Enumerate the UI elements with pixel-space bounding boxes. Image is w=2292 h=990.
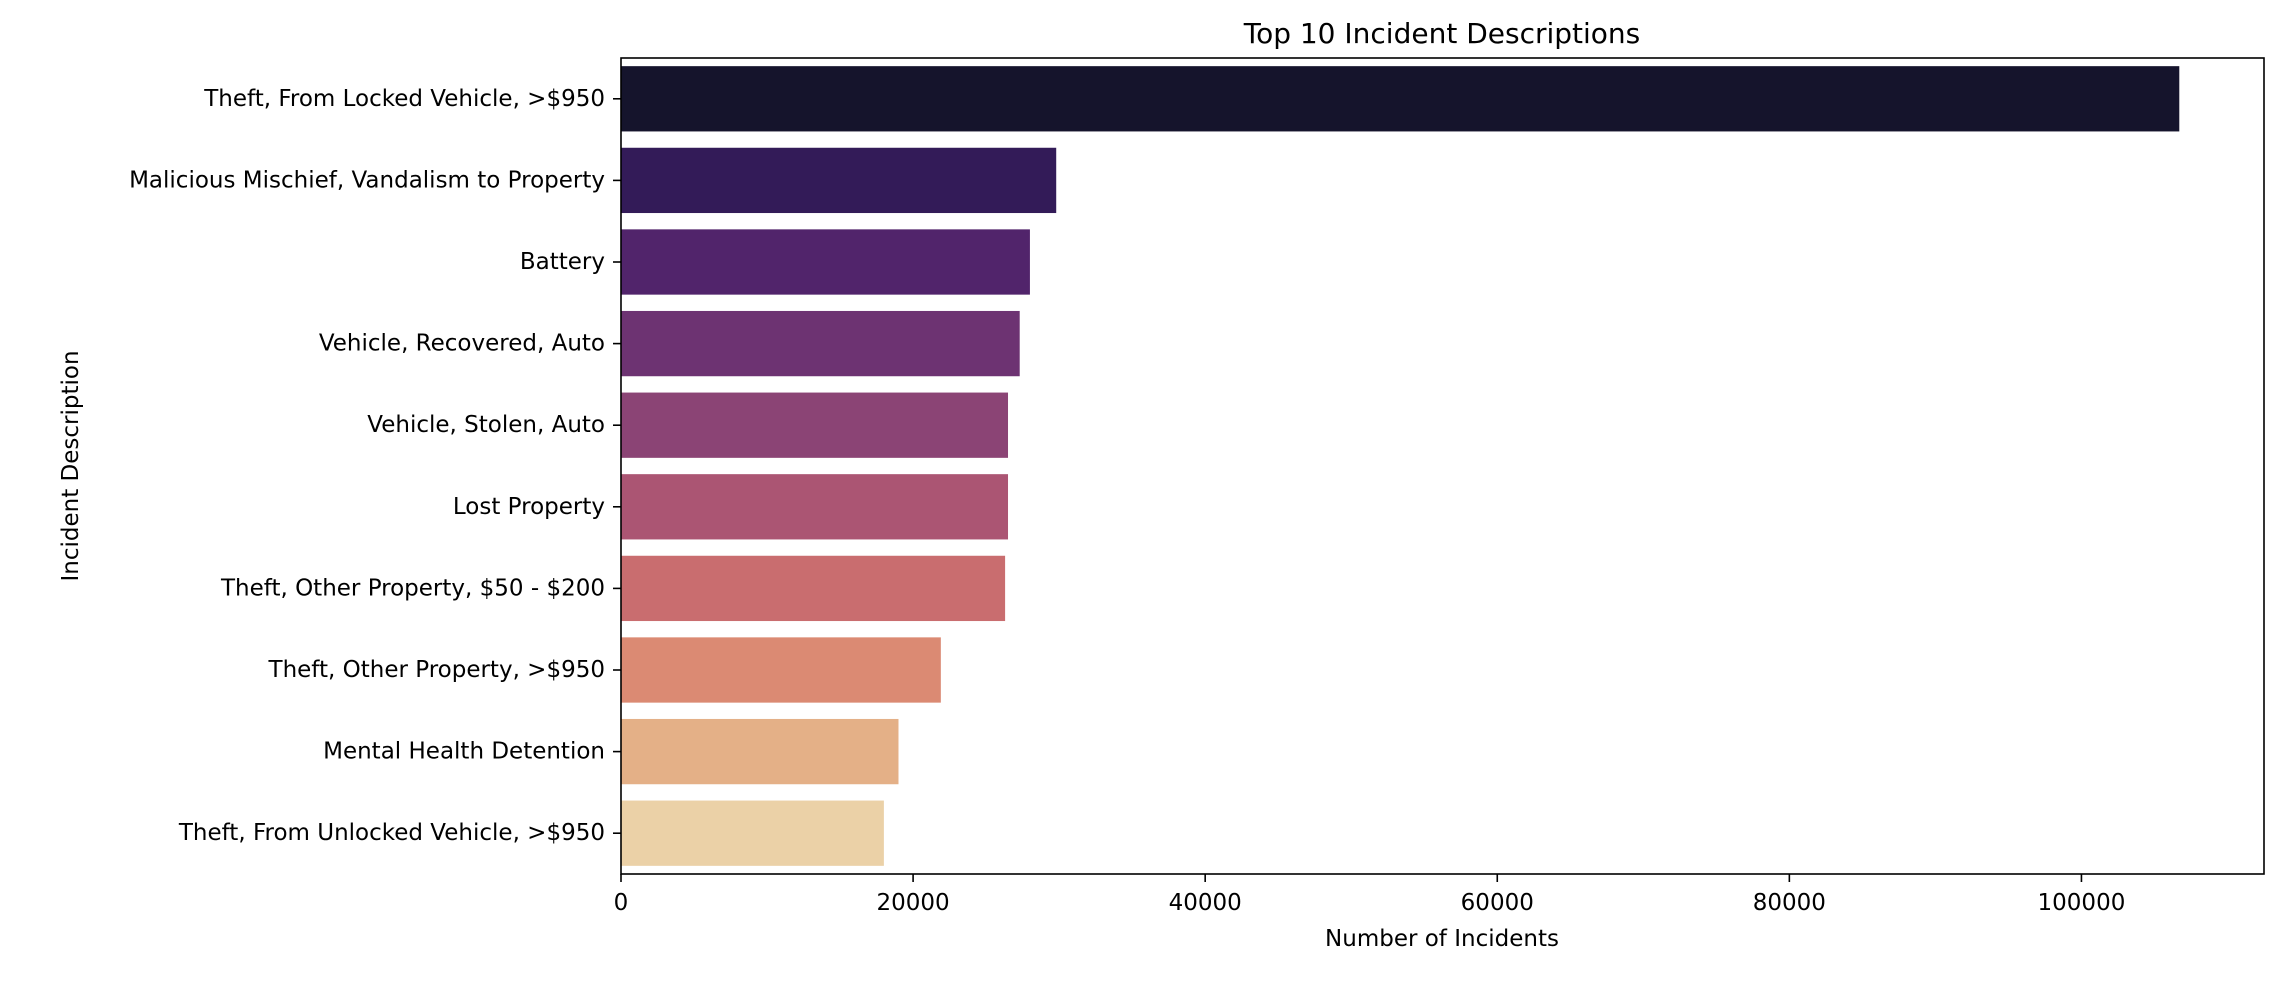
bar [621, 718, 899, 785]
bar [621, 800, 884, 866]
x-tick-label: 40000 [1169, 890, 1242, 916]
y-tick-label: Theft, From Locked Vehicle, >$950 [203, 86, 605, 112]
bar [621, 229, 1030, 295]
bar [621, 392, 1009, 458]
y-tick-label: Theft, From Unlocked Vehicle, >$950 [178, 820, 605, 846]
x-tick-label: 20000 [877, 890, 950, 916]
x-axis-label: Number of Incidents [1325, 926, 1559, 952]
y-axis: Theft, From Locked Vehicle, >$950 Malicio… [129, 86, 621, 846]
bar [621, 147, 1057, 214]
y-tick-label: Vehicle, Stolen, Auto [367, 412, 605, 438]
y-tick-label: Theft, Other Property, >$950 [268, 657, 605, 683]
y-tick-label: Lost Property [453, 494, 605, 520]
bar [621, 310, 1020, 377]
y-axis-label: Incident Description [58, 350, 84, 581]
x-tick-label: 0 [614, 890, 629, 916]
bar [621, 555, 1006, 622]
x-tick-label: 60000 [1461, 890, 1534, 916]
y-tick-label: Battery [520, 249, 605, 275]
plot-frame [620, 57, 2265, 875]
bars-group [621, 66, 2180, 866]
y-tick-label: Malicious Mischief, Vandalism to Propert… [129, 167, 605, 193]
bar [621, 637, 941, 703]
y-tick-label: Vehicle, Recovered, Auto [319, 331, 605, 357]
bar [621, 474, 1009, 540]
y-tick-label: Theft, Other Property, $50 - $200 [220, 575, 605, 601]
chart-title: Top 10 Incident Descriptions [1243, 17, 1641, 50]
bar [621, 66, 2180, 132]
x-tick-label: 80000 [1753, 890, 1826, 916]
x-tick-label: 100000 [2038, 890, 2126, 916]
x-axis: 0 20000 40000 60000 80000 100000 [614, 874, 2126, 916]
y-tick-label: Mental Health Detention [323, 739, 605, 765]
